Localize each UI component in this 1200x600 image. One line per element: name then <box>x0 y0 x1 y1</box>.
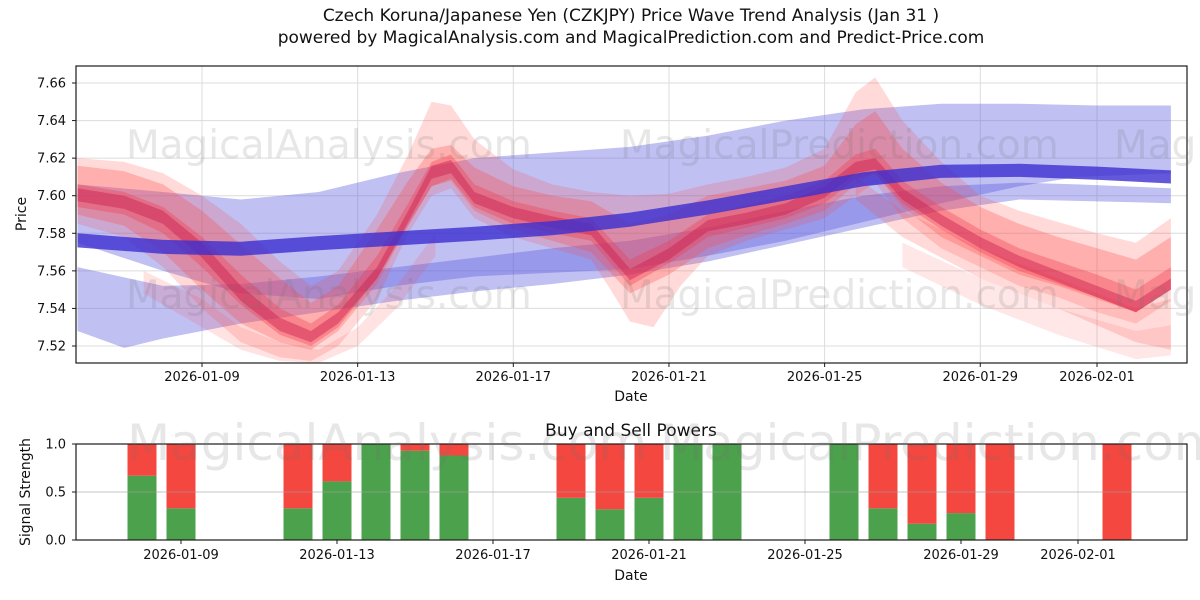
price-tick-label: 7.64 <box>37 114 66 129</box>
figure-title: Czech Koruna/Japanese Yen (CZKJPY) Price… <box>322 6 940 26</box>
date-tick-label: 2026-01-29 <box>942 370 1018 385</box>
sell-bar-2026-01-20 <box>595 444 625 510</box>
buy-bar-2026-01-19 <box>556 497 586 540</box>
buy-bar-2026-01-16 <box>439 455 469 540</box>
date-axis-label-top: Date <box>614 389 648 405</box>
sell-bar-2026-01-29 <box>946 444 976 514</box>
sell-bar-2026-01-12 <box>283 444 313 509</box>
buy-bar-2026-01-08 <box>127 475 157 540</box>
date-tick-label: 2026-01-09 <box>164 370 240 385</box>
buy-bar-2026-01-20 <box>595 509 625 540</box>
price-grid <box>76 66 1187 363</box>
buy-bar-2026-01-21 <box>634 497 664 540</box>
buy-bar-2026-01-09 <box>166 508 196 540</box>
sell-bar-2026-01-09 <box>166 444 196 509</box>
date-axis-label-bottom: Date <box>614 568 648 584</box>
date-tick-label: 2026-02-01 <box>1059 370 1135 385</box>
sell-bar-2026-01-15 <box>400 444 430 451</box>
wave-bands <box>77 77 1171 363</box>
price-tick-label: 7.60 <box>37 189 66 204</box>
signal-tick-label: 0.0 <box>45 534 66 549</box>
sell-bar-2026-01-27 <box>868 444 898 509</box>
price-tick-label: 7.56 <box>37 264 66 279</box>
price-tick-label: 7.66 <box>37 77 66 92</box>
buy-bar-2026-01-12 <box>283 508 313 540</box>
buy-bar-2026-01-29 <box>946 513 976 540</box>
signal-ticks: 2026-01-09 2026-01-13 2026-01-17 2026-01-21… <box>45 438 1115 564</box>
figure-subtitle: powered by MagicalAnalysis.com and Magic… <box>277 28 985 48</box>
date-tick-label: 2026-01-09 <box>143 548 219 563</box>
price-axis-label: Price <box>14 196 30 232</box>
signal-axis-label: Signal Strength <box>18 437 34 547</box>
buy-bar-2026-01-28 <box>907 523 937 540</box>
band-red-strip-low1 <box>855 176 1171 350</box>
date-tick-label: 2026-01-29 <box>923 548 999 563</box>
sell-bar-2026-01-19 <box>556 444 586 498</box>
price-tick-label: 7.54 <box>37 302 66 317</box>
band-red-strip-low2 <box>902 242 1171 360</box>
sell-bar-2026-01-16 <box>439 444 469 456</box>
price-tick-label: 7.58 <box>37 227 66 242</box>
price-plot-border <box>75 65 1188 364</box>
band-red-core <box>77 148 1171 346</box>
band-blue-trend <box>77 163 1171 256</box>
sell-bar-2026-01-21 <box>634 444 664 498</box>
signal-tick-label: 0.5 <box>45 486 66 501</box>
sell-bar-2026-01-13 <box>322 444 352 482</box>
price-tick-label: 7.62 <box>37 152 66 167</box>
date-tick-label: 2026-01-13 <box>299 548 375 563</box>
sell-bar-2026-01-08 <box>127 444 157 476</box>
buy-bar-2026-01-13 <box>322 481 352 540</box>
date-tick-label: 2026-01-21 <box>631 370 707 385</box>
date-tick-label: 2026-01-25 <box>767 548 843 563</box>
band-blue-upper <box>77 103 1171 299</box>
buy-bar-2026-01-27 <box>868 508 898 540</box>
signal-chart-title: Buy and Sell Powers <box>545 421 717 441</box>
band-blue-lower <box>77 182 1171 348</box>
date-tick-label: 2026-01-13 <box>320 370 396 385</box>
signal-bars <box>127 444 1132 540</box>
band-red-left-tail <box>143 233 436 363</box>
price-ticks: 2026-01-09 2026-01-13 2026-01-17 2026-01-21… <box>37 77 1135 386</box>
date-tick-label: 2026-01-17 <box>455 548 531 563</box>
date-tick-label: 2026-02-01 <box>1040 548 1116 563</box>
signal-tick-label: 1.0 <box>45 438 66 453</box>
price-tick-label: 7.52 <box>37 339 66 354</box>
date-tick-label: 2026-01-25 <box>787 370 863 385</box>
sell-bar-2026-01-28 <box>907 444 937 524</box>
date-tick-label: 2026-01-21 <box>611 548 687 563</box>
date-tick-label: 2026-01-17 <box>476 370 552 385</box>
buy-bar-2026-01-15 <box>400 450 430 540</box>
